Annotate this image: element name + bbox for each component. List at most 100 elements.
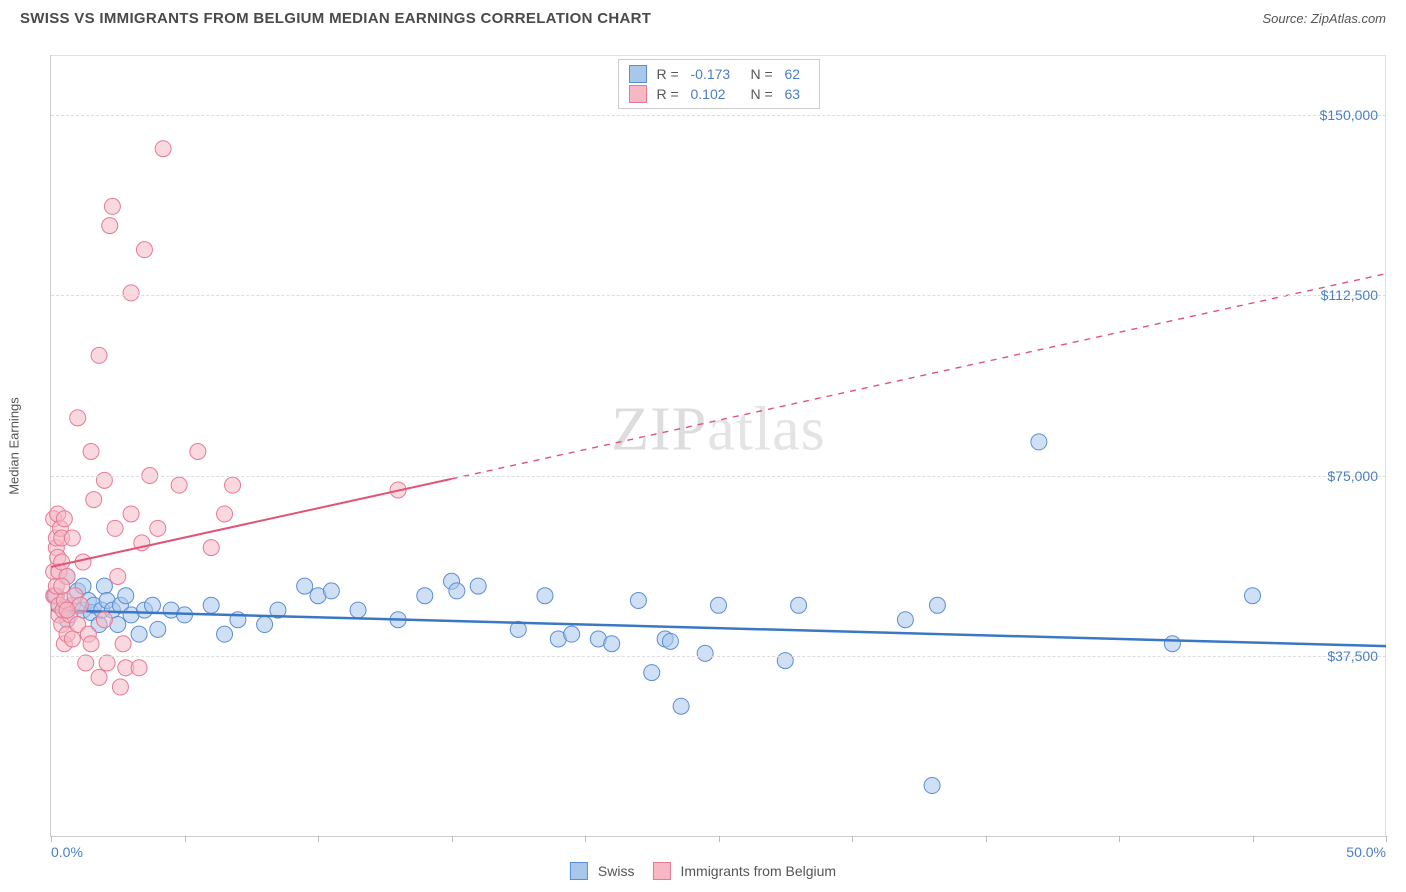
- data-point: [470, 578, 486, 594]
- data-point: [673, 698, 689, 714]
- data-point: [78, 655, 94, 671]
- r-label: R =: [657, 86, 685, 102]
- data-point: [1245, 588, 1261, 604]
- data-point: [54, 554, 70, 570]
- data-point: [155, 141, 171, 157]
- x-tick: [318, 836, 319, 842]
- legend-row: R = 0.102 N = 63: [629, 84, 809, 104]
- data-point: [64, 631, 80, 647]
- series-legend: Swiss Immigrants from Belgium: [570, 862, 836, 880]
- data-point: [123, 285, 139, 301]
- data-point: [83, 444, 99, 460]
- data-point: [118, 588, 134, 604]
- scatter-plot-svg: [51, 55, 1386, 836]
- data-point: [171, 477, 187, 493]
- legend-label: Swiss: [598, 863, 635, 879]
- data-point: [102, 218, 118, 234]
- data-point: [929, 597, 945, 613]
- gridline: [51, 476, 1386, 477]
- data-point: [217, 626, 233, 642]
- data-point: [791, 597, 807, 613]
- data-point: [203, 540, 219, 556]
- x-axis-label: 0.0%: [51, 844, 83, 860]
- data-point: [59, 602, 75, 618]
- data-point: [449, 583, 465, 599]
- x-tick: [1253, 836, 1254, 842]
- gridline: [51, 656, 1386, 657]
- data-point: [54, 578, 70, 594]
- data-point: [630, 592, 646, 608]
- gridline: [51, 295, 1386, 296]
- data-point: [1031, 434, 1047, 450]
- data-point: [123, 506, 139, 522]
- data-point: [70, 410, 86, 426]
- data-point: [110, 568, 126, 584]
- data-point: [64, 530, 80, 546]
- data-point: [537, 588, 553, 604]
- data-point: [350, 602, 366, 618]
- x-tick: [185, 836, 186, 842]
- n-value: 62: [785, 66, 809, 82]
- data-point: [924, 778, 940, 794]
- legend-row: R = -0.173 N = 62: [629, 64, 809, 84]
- x-tick: [51, 836, 52, 842]
- data-point: [257, 617, 273, 633]
- y-axis-label: $150,000: [1320, 107, 1378, 123]
- data-point: [150, 621, 166, 637]
- data-point: [1164, 636, 1180, 652]
- x-tick: [986, 836, 987, 842]
- r-value: -0.173: [691, 66, 745, 82]
- r-label: R =: [657, 66, 685, 82]
- legend-swatch: [629, 65, 647, 83]
- x-tick: [585, 836, 586, 842]
- data-point: [225, 477, 241, 493]
- chart-title: SWISS VS IMMIGRANTS FROM BELGIUM MEDIAN …: [20, 10, 651, 27]
- data-point: [83, 636, 99, 652]
- x-tick: [719, 836, 720, 842]
- data-point: [115, 636, 131, 652]
- legend-swatch: [570, 862, 588, 880]
- r-value: 0.102: [691, 86, 745, 102]
- y-axis-label: $37,500: [1327, 648, 1378, 664]
- correlation-legend: R = -0.173 N = 62 R = 0.102 N = 63: [618, 59, 820, 109]
- x-tick: [1119, 836, 1120, 842]
- data-point: [131, 626, 147, 642]
- y-axis-label: $112,500: [1321, 287, 1378, 303]
- data-point: [107, 520, 123, 536]
- data-point: [203, 597, 219, 613]
- legend-item: Swiss: [570, 862, 635, 880]
- data-point: [604, 636, 620, 652]
- data-point: [96, 612, 112, 628]
- chart-plot-area: ZIPatlas R =-0.173N =62R = 0.102N =63 $3…: [50, 55, 1386, 837]
- data-point: [662, 633, 678, 649]
- data-point: [99, 655, 115, 671]
- trend-line: [51, 610, 1386, 646]
- data-point: [697, 645, 713, 661]
- data-point: [136, 242, 152, 258]
- n-value: 63: [785, 86, 809, 102]
- data-point: [91, 347, 107, 363]
- data-point: [417, 588, 433, 604]
- y-axis-title: Median Earnings: [7, 397, 22, 495]
- legend-item: Immigrants from Belgium: [652, 862, 836, 880]
- data-point: [86, 492, 102, 508]
- trend-line-extrapolated: [452, 274, 1387, 479]
- legend-swatch: [652, 862, 670, 880]
- data-point: [96, 578, 112, 594]
- data-point: [297, 578, 313, 594]
- data-point: [104, 198, 120, 214]
- x-tick: [452, 836, 453, 842]
- x-tick: [852, 836, 853, 842]
- source-attribution: Source: ZipAtlas.com: [1262, 11, 1386, 26]
- data-point: [323, 583, 339, 599]
- y-axis-label: $75,000: [1327, 468, 1378, 484]
- n-label: N =: [751, 86, 779, 102]
- data-point: [190, 444, 206, 460]
- data-point: [56, 511, 72, 527]
- data-point: [131, 660, 147, 676]
- n-label: N =: [751, 66, 779, 82]
- data-point: [150, 520, 166, 536]
- legend-swatch: [629, 85, 647, 103]
- data-point: [711, 597, 727, 613]
- data-point: [897, 612, 913, 628]
